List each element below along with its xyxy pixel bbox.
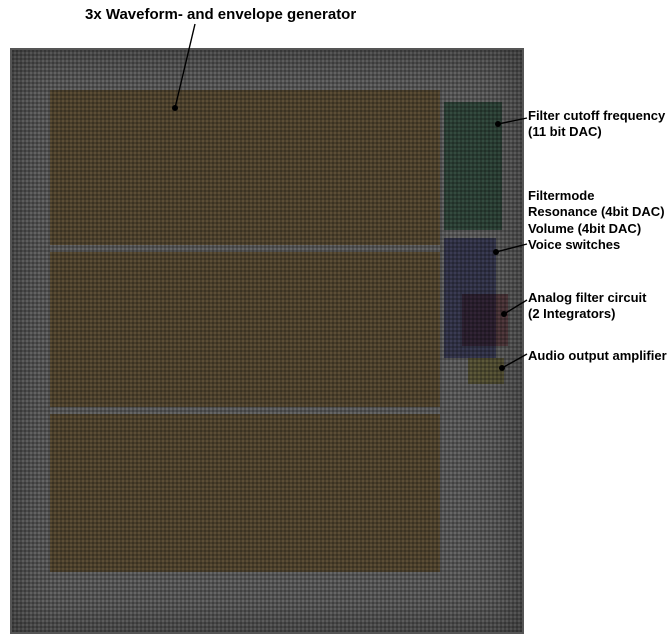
label-filter-cutoff: Filter cutoff frequency (11 bit DAC) bbox=[528, 108, 665, 141]
title-label: 3x Waveform- and envelope generator bbox=[85, 6, 356, 25]
region-filter-cutoff bbox=[444, 102, 502, 230]
region-analog-filter bbox=[462, 294, 508, 346]
region-audio-amp bbox=[468, 358, 504, 384]
region-voice-1 bbox=[50, 252, 440, 407]
label-audio-amp: Audio output amplifier bbox=[528, 348, 667, 364]
region-voice-0 bbox=[50, 90, 440, 245]
region-voice-2 bbox=[50, 414, 440, 572]
label-filtermode: Filtermode Resonance (4bit DAC) Volume (… bbox=[528, 188, 665, 253]
label-analog-filter: Analog filter circuit (2 Integrators) bbox=[528, 290, 646, 323]
